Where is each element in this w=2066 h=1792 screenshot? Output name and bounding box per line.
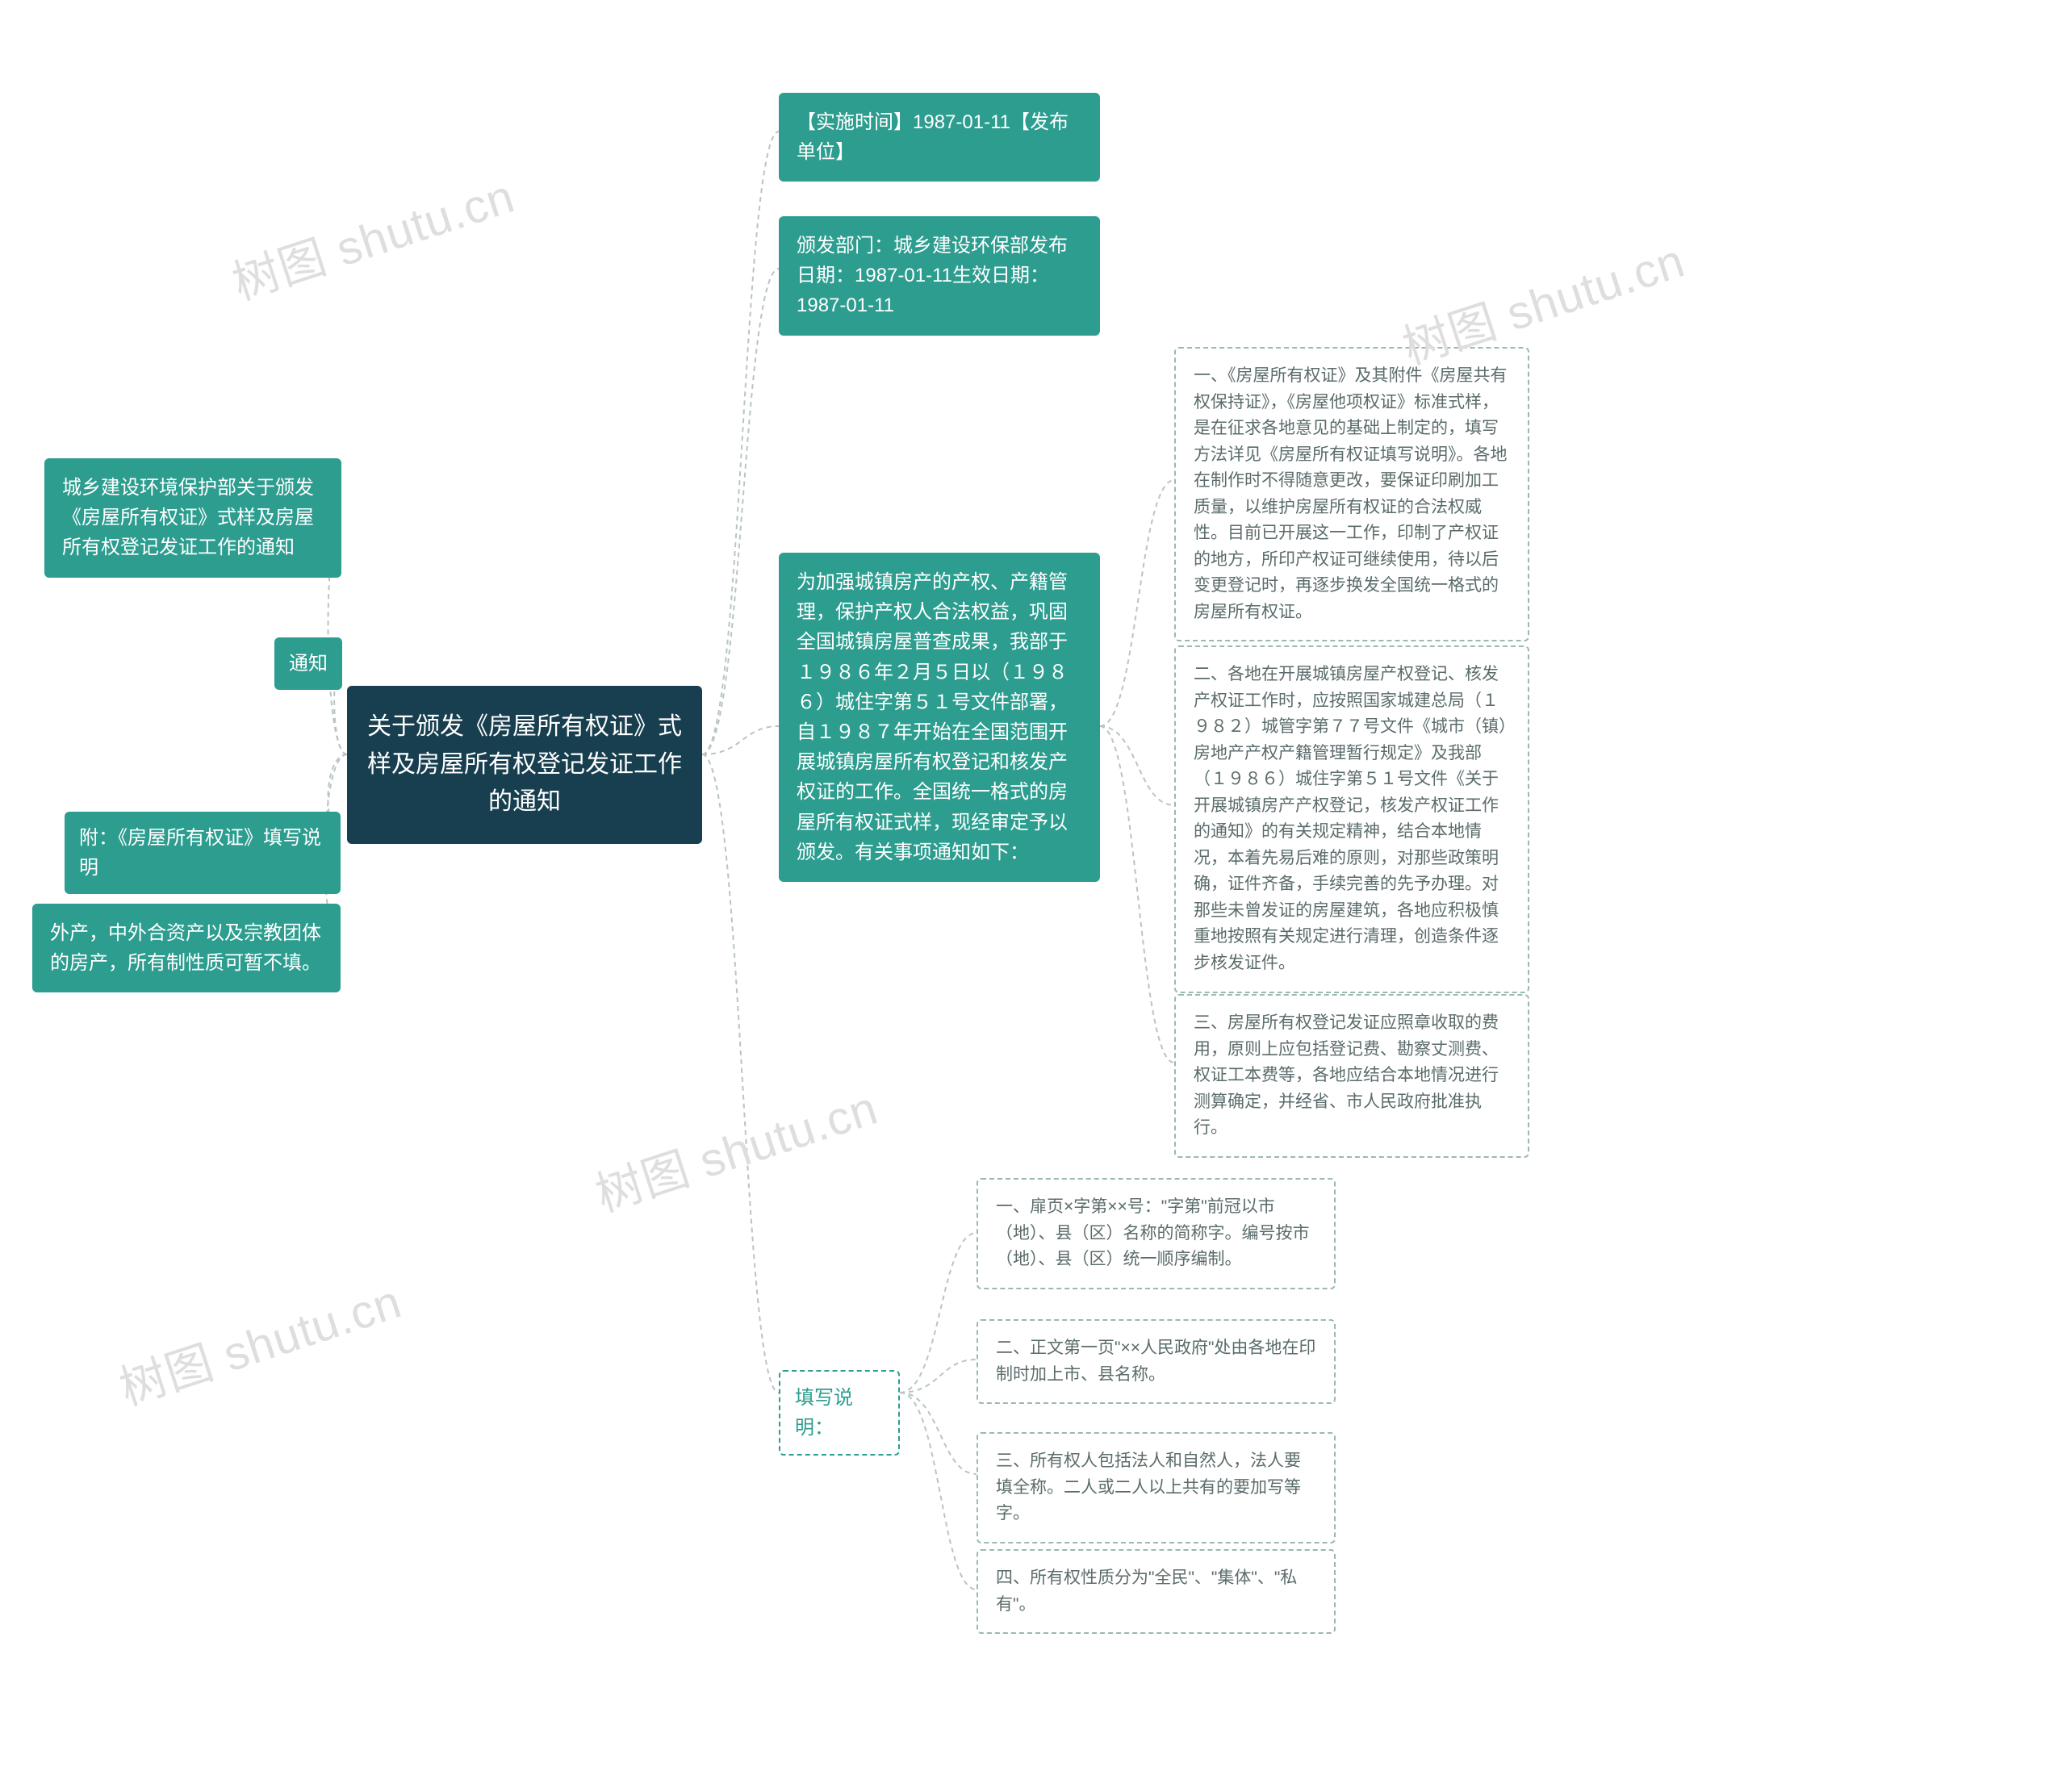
far-node-2: 二、各地在开展城镇房屋产权登记、核发产权证工作时，应按照国家城建总局（１９８２）… [1174, 645, 1529, 993]
left-node-3: 附：《房屋所有权证》填写说明 [65, 812, 341, 894]
far-node-6: 三、所有权人包括法人和自然人，法人要填全称。二人或二人以上共有的要加写等字。 [977, 1432, 1336, 1543]
far-node-4: 一、扉页×字第××号："字第"前冠以市（地）、县（区）名称的简称字。编号按市（地… [977, 1178, 1336, 1289]
node-text: 颁发部门：城乡建设环保部发布日期：1987-01-11生效日期：1987-01-… [797, 235, 1068, 316]
node-text: 城乡建设环境保护部关于颁发《房屋所有权证》式样及房屋所有权登记发证工作的通知 [62, 477, 314, 558]
node-text: 为加强城镇房产的产权、产籍管理，保护产权人合法权益，巩固全国城镇房屋普查成果，我… [797, 571, 1068, 863]
node-text: 三、房屋所有权登记发证应照章收取的费用，原则上应包括登记费、勘察丈测费、权证工本… [1194, 1013, 1499, 1137]
node-text: 二、各地在开展城镇房屋产权登记、核发产权证工作时，应按照国家城建总局（１９８２）… [1194, 665, 1508, 972]
watermark-text: 树图 shutu.cn [590, 1081, 885, 1222]
far-node-3: 三、房屋所有权登记发证应照章收取的费用，原则上应包括登记费、勘察丈测费、权证工本… [1174, 994, 1529, 1158]
far-node-7: 四、所有权性质分为"全民"、"集体"、"私有"。 [977, 1549, 1336, 1634]
node-text: 填写说明： [795, 1387, 853, 1439]
node-text: 外产，中外合资产以及宗教团体的房产，所有制性质可暂不填。 [50, 922, 321, 974]
node-text: 通知 [289, 653, 328, 675]
left-node-2: 通知 [274, 637, 342, 690]
far-node-1: 一、《房屋所有权证》及其附件《房屋共有权保持证》，《房屋他项权证》标准式样，是在… [1174, 347, 1529, 641]
watermark-text: 树图 shutu.cn [114, 1275, 408, 1415]
watermark-text: 树图 shutu.cn [227, 169, 521, 310]
node-text: 二、正文第一页"××人民政府"处由各地在印制时加上市、县名称。 [996, 1339, 1315, 1384]
right-node-3: 为加强城镇房产的产权、产籍管理，保护产权人合法权益，巩固全国城镇房屋普查成果，我… [779, 553, 1100, 882]
node-text: 【实施时间】1987-01-11【发布单位】 [797, 111, 1069, 163]
center-node: 关于颁发《房屋所有权证》式样及房屋所有权登记发证工作的通知 [347, 686, 702, 844]
right-node-4: 填写说明： [779, 1370, 900, 1456]
right-node-1: 【实施时间】1987-01-11【发布单位】 [779, 93, 1100, 182]
node-text: 四、所有权性质分为"全民"、"集体"、"私有"。 [996, 1569, 1297, 1614]
center-text: 关于颁发《房屋所有权证》式样及房屋所有权登记发证工作的通知 [367, 713, 682, 815]
watermark: 树图 shutu.cn [110, 1264, 409, 1418]
node-text: 一、《房屋所有权证》及其附件《房屋共有权保持证》，《房屋他项权证》标准式样，是在… [1194, 366, 1508, 621]
watermark: 树图 shutu.cn [586, 1070, 885, 1225]
right-node-2: 颁发部门：城乡建设环保部发布日期：1987-01-11生效日期：1987-01-… [779, 216, 1100, 336]
node-text: 一、扉页×字第××号："字第"前冠以市（地）、县（区）名称的简称字。编号按市（地… [996, 1197, 1310, 1268]
node-text: 三、所有权人包括法人和自然人，法人要填全称。二人或二人以上共有的要加写等字。 [996, 1452, 1301, 1523]
left-node-1: 城乡建设环境保护部关于颁发《房屋所有权证》式样及房屋所有权登记发证工作的通知 [44, 458, 341, 578]
node-text: 附：《房屋所有权证》填写说明 [79, 827, 321, 879]
far-node-5: 二、正文第一页"××人民政府"处由各地在印制时加上市、县名称。 [977, 1319, 1336, 1404]
watermark: 树图 shutu.cn [223, 158, 522, 313]
left-node-4: 外产，中外合资产以及宗教团体的房产，所有制性质可暂不填。 [32, 904, 341, 992]
